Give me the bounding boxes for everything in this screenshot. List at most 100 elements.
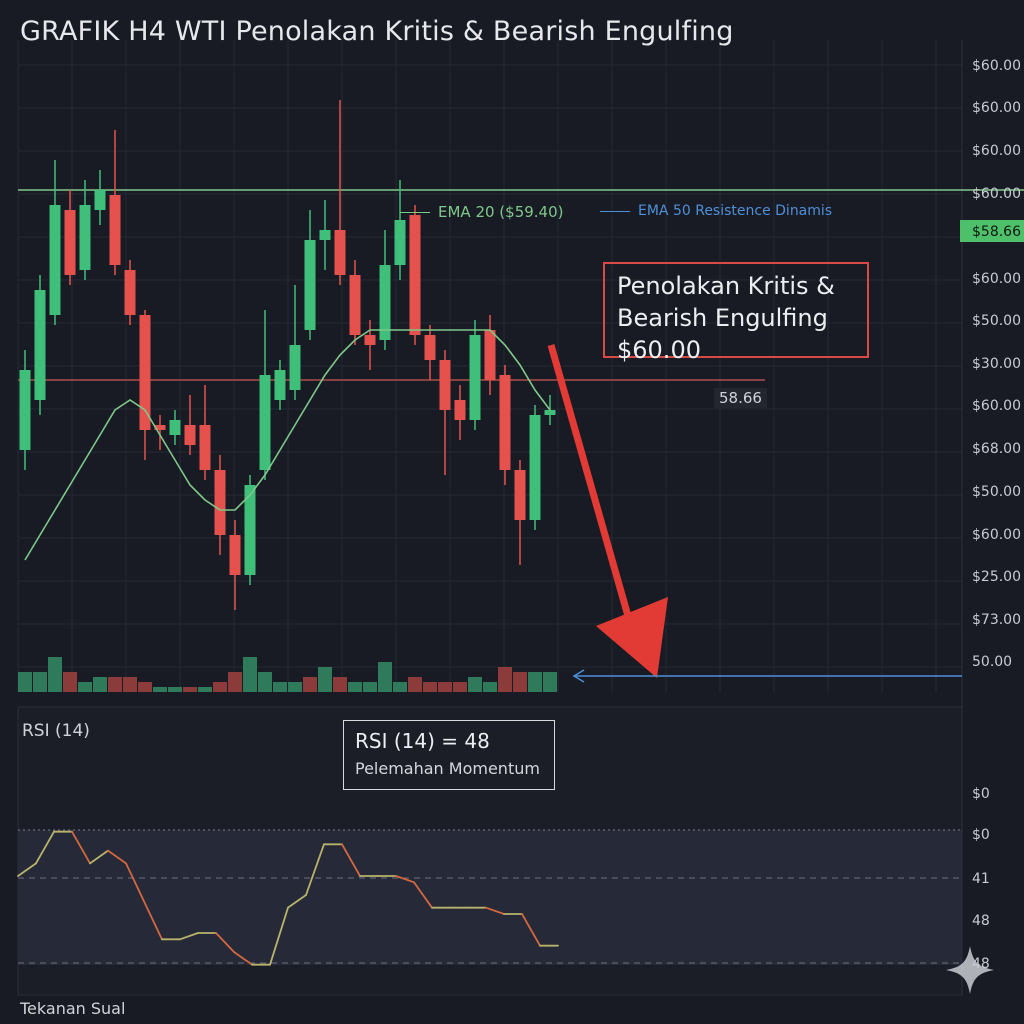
candle-body bbox=[379, 265, 391, 340]
candle-body bbox=[274, 370, 286, 400]
volume-bar bbox=[123, 677, 137, 692]
volume-bar bbox=[153, 687, 167, 692]
bearish-arrow-head bbox=[596, 597, 668, 678]
candle bbox=[409, 205, 421, 345]
volume-bar bbox=[528, 672, 542, 692]
callout-line-1: Penolakan Kritis & bbox=[617, 272, 835, 300]
candle bbox=[469, 320, 481, 430]
candle bbox=[34, 275, 46, 415]
candle bbox=[94, 170, 106, 225]
rsi-segment bbox=[107, 849, 127, 865]
rsi-segment bbox=[71, 830, 91, 865]
candle-body bbox=[289, 345, 301, 390]
candle-body bbox=[409, 215, 421, 335]
candle-body bbox=[499, 375, 511, 470]
candle-body bbox=[319, 230, 331, 240]
price-axis-label: $60.00 bbox=[972, 271, 1021, 287]
volume-bar bbox=[333, 677, 347, 692]
candle bbox=[19, 350, 31, 470]
ema20-legend: EMA 20 ($59.40) bbox=[400, 203, 564, 221]
candle bbox=[259, 310, 271, 480]
rsi-segment bbox=[521, 913, 541, 947]
candle-body bbox=[364, 335, 376, 345]
candle-body bbox=[229, 535, 241, 575]
candle-body bbox=[439, 360, 451, 410]
price-axis-label: 50.00 bbox=[972, 654, 1012, 670]
price-axis-label: $25.00 bbox=[972, 569, 1021, 585]
candle bbox=[364, 320, 376, 370]
volume-bar bbox=[108, 677, 122, 692]
volume-bar bbox=[483, 682, 497, 692]
ema20-legend-line bbox=[400, 212, 430, 213]
candle bbox=[199, 385, 211, 480]
candle bbox=[514, 460, 526, 565]
callout-line-2: Bearish Engulfing bbox=[617, 304, 828, 332]
candle-body bbox=[199, 425, 211, 470]
rsi-panel-title: RSI (14) bbox=[22, 721, 90, 741]
candle bbox=[169, 410, 181, 445]
current-price-badge bbox=[960, 220, 1024, 242]
volume-bar bbox=[258, 672, 272, 692]
candle-body bbox=[109, 195, 121, 265]
candle bbox=[394, 180, 406, 280]
rsi-axis-label: $0 bbox=[972, 786, 990, 802]
candle-body bbox=[394, 220, 406, 265]
candle bbox=[49, 160, 61, 325]
current-price-label: $58.66 bbox=[972, 224, 1021, 240]
rsi-box-subtitle: Pelemahan Momentum bbox=[355, 759, 540, 778]
rsi-segment bbox=[287, 894, 307, 909]
rsi-segment bbox=[35, 830, 55, 865]
candle bbox=[484, 315, 496, 395]
candle bbox=[214, 455, 226, 555]
candle-body bbox=[529, 415, 541, 520]
rsi-axis-label: 48 bbox=[972, 913, 990, 929]
volume-bar bbox=[213, 682, 227, 692]
candle-body bbox=[349, 275, 361, 335]
volume-bar bbox=[453, 682, 467, 692]
sparkle-icon bbox=[946, 946, 994, 994]
candle bbox=[64, 190, 76, 285]
candle-body bbox=[64, 210, 76, 275]
volume-bar bbox=[198, 687, 212, 692]
rsi-segment bbox=[143, 900, 163, 941]
rsi-info-box: RSI (14) = 48 Pelemahan Momentum bbox=[343, 720, 555, 790]
rsi-segment bbox=[305, 843, 325, 896]
price-axis-label: $60.00 bbox=[972, 398, 1021, 414]
volume-bar bbox=[438, 682, 452, 692]
rsi-axis-label: 41 bbox=[972, 871, 990, 887]
price-axis-label: $30.00 bbox=[972, 356, 1021, 372]
volume-bar bbox=[408, 677, 422, 692]
rsi-segment bbox=[485, 906, 505, 915]
candle-body bbox=[514, 470, 526, 520]
rsi-segment bbox=[395, 875, 415, 884]
candle bbox=[184, 395, 196, 455]
candle bbox=[124, 260, 136, 325]
volume-bar bbox=[78, 682, 92, 692]
rsi-segment bbox=[269, 906, 289, 966]
price-axis-label: $60.00 bbox=[972, 100, 1021, 116]
volume-bar bbox=[543, 672, 557, 692]
volume-bar bbox=[183, 687, 197, 692]
rsi-segment bbox=[341, 843, 361, 877]
price-axis-label: $60.00 bbox=[972, 143, 1021, 159]
volume-bar bbox=[243, 657, 257, 692]
candle-body bbox=[34, 290, 46, 400]
candle-body bbox=[94, 190, 106, 210]
candle-body bbox=[259, 375, 271, 470]
rsi-box-value: RSI (14) = 48 bbox=[355, 729, 490, 753]
candle bbox=[109, 130, 121, 275]
volume-bar bbox=[168, 687, 182, 692]
rsi-segment bbox=[125, 862, 145, 903]
candle-body bbox=[454, 400, 466, 420]
candle bbox=[229, 520, 241, 610]
candle bbox=[154, 415, 166, 450]
candle-body bbox=[484, 330, 496, 380]
volume-bar bbox=[33, 672, 47, 692]
price-axis-label: $60.00 bbox=[972, 186, 1021, 202]
rsi-axis-label: $0 bbox=[972, 827, 990, 843]
volume-bar bbox=[273, 682, 287, 692]
candle-body bbox=[424, 335, 436, 360]
ema50-legend-label: EMA 50 Resistence Dinamis bbox=[638, 203, 833, 219]
rejection-callout: Penolakan Kritis & Bearish Engulfing $60… bbox=[603, 262, 869, 364]
